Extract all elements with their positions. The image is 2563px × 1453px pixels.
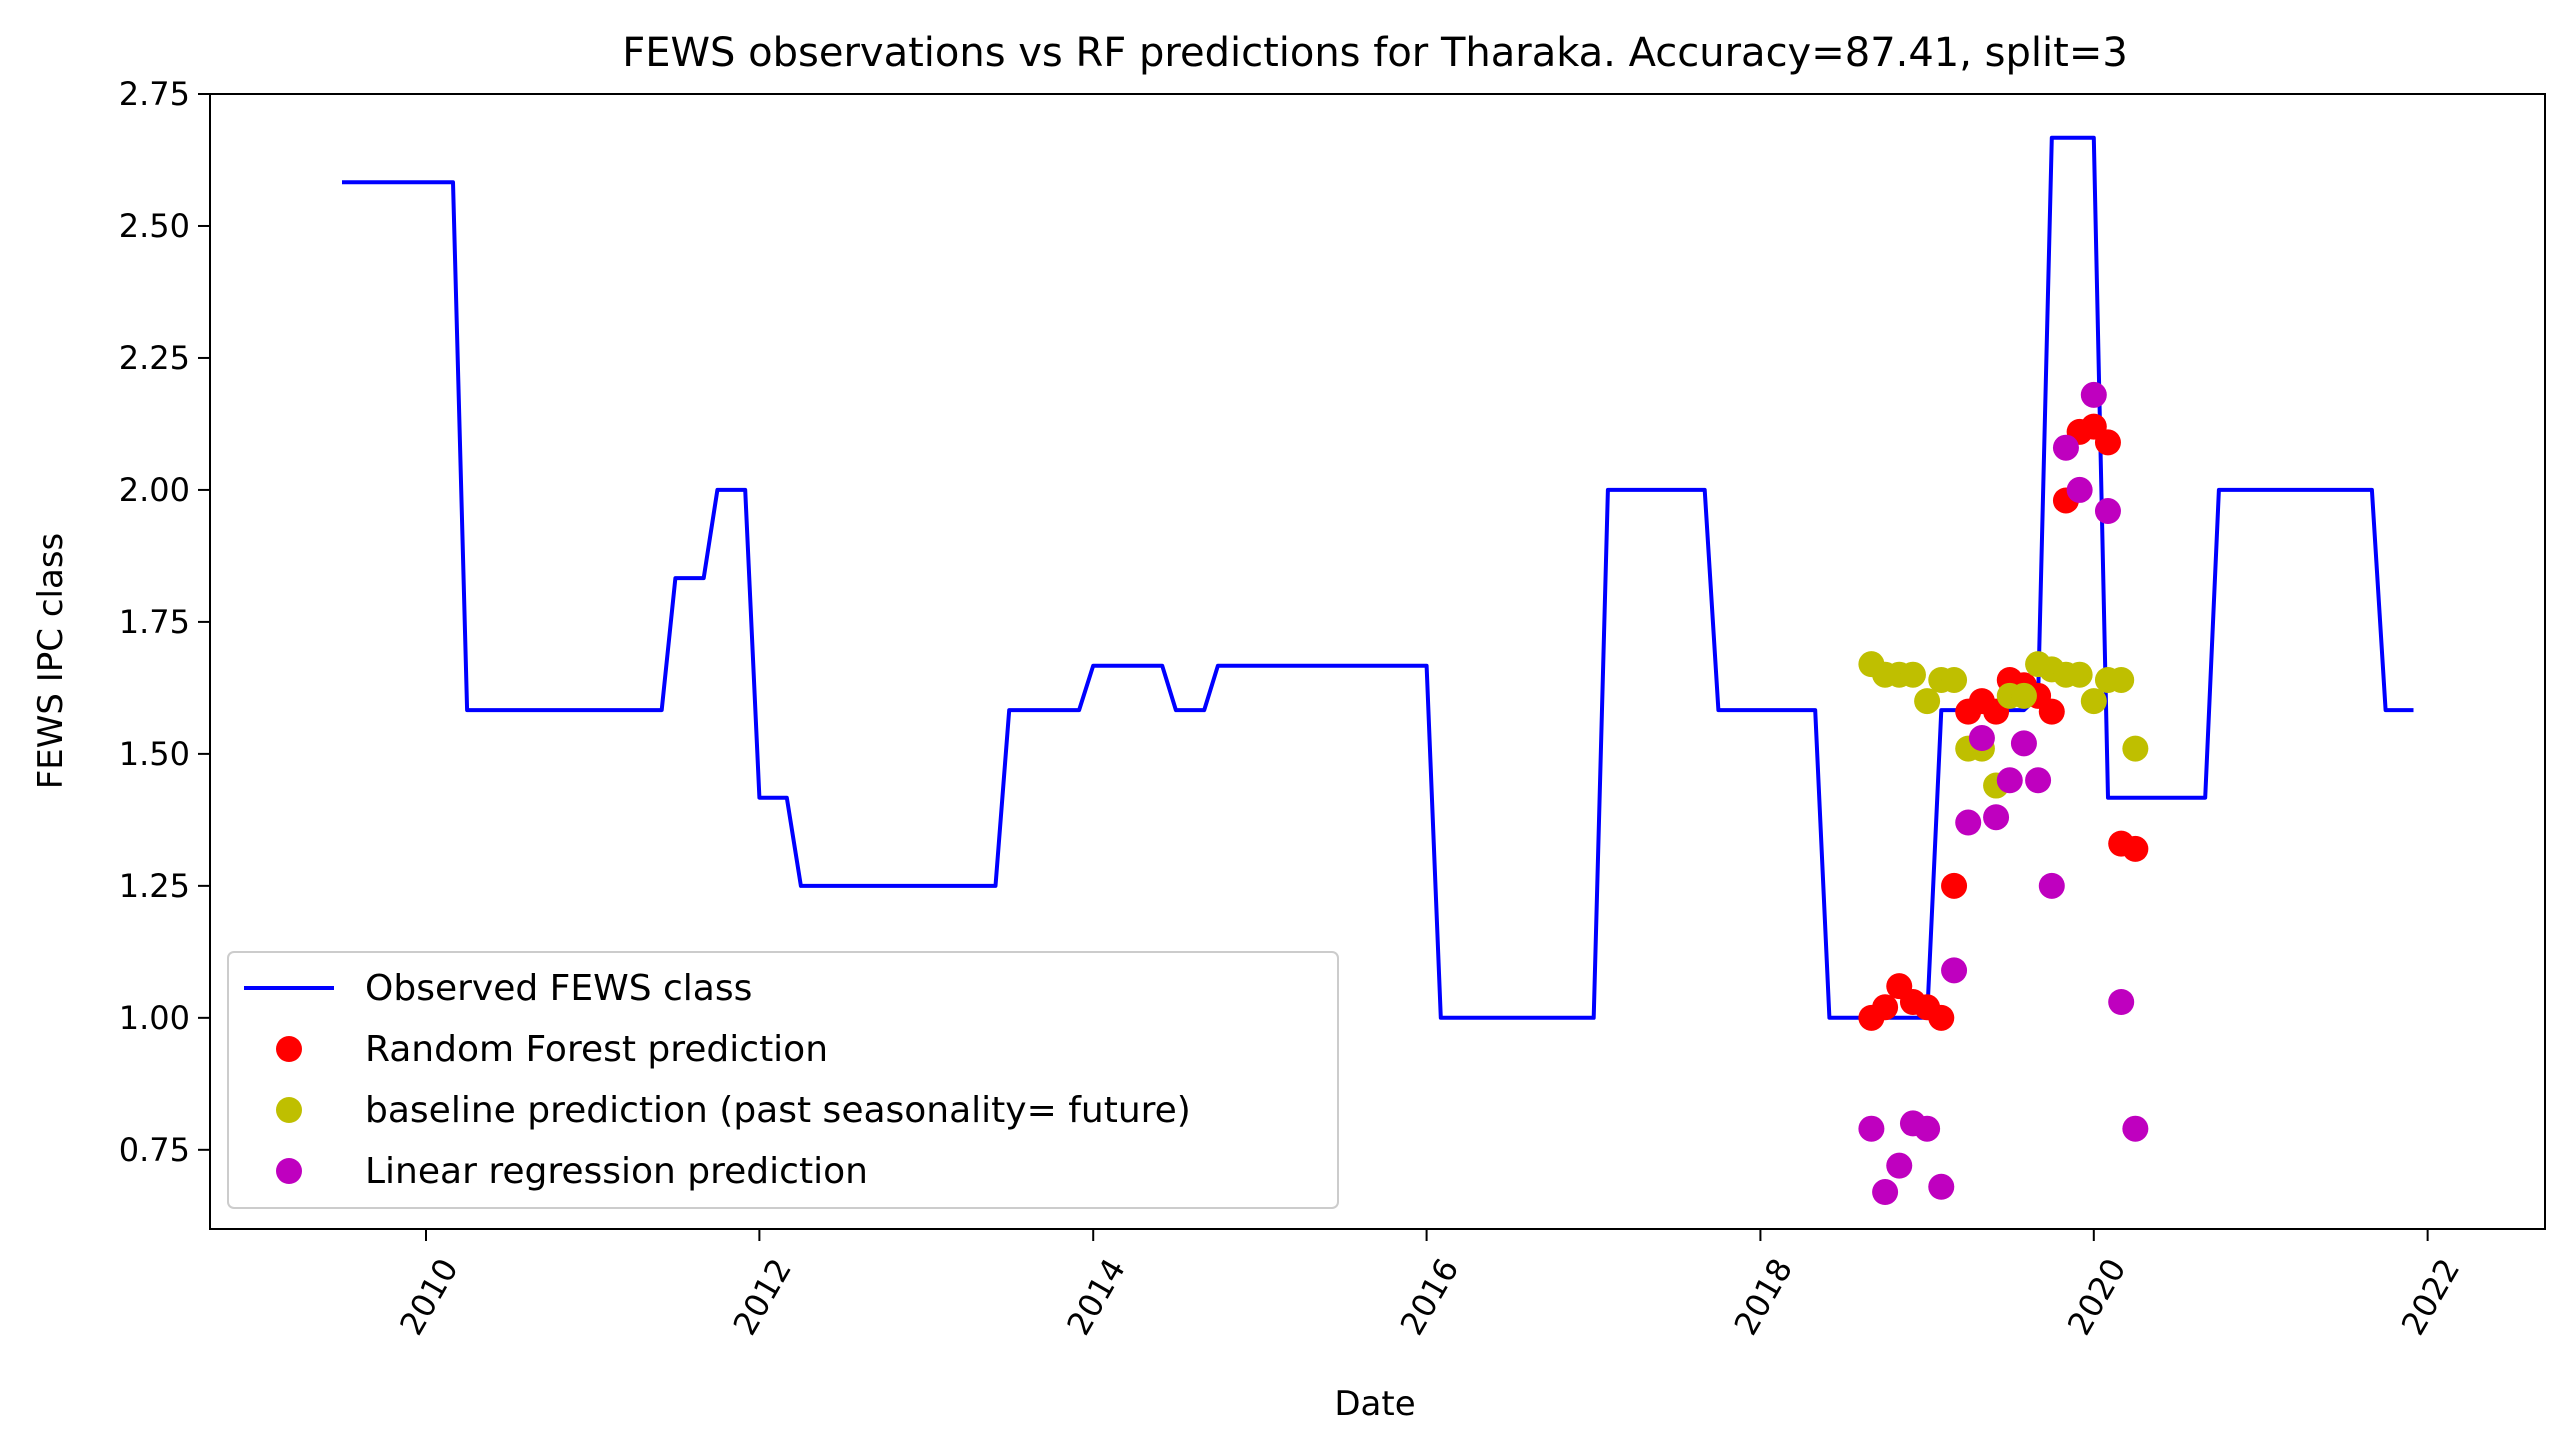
linear-prediction-point (2080, 381, 2107, 408)
baseline-prediction-point (2108, 666, 2135, 693)
linear-prediction-point (2052, 434, 2079, 461)
y-tick-label: 2.00 (119, 471, 190, 509)
baseline-prediction-point (1914, 688, 1941, 715)
plot-area (342, 135, 2414, 1206)
y-axis: 0.75 1.00 1.25 1.50 1.75 2.00 2.25 2.50 2.75 (119, 75, 210, 1169)
random-prediction-point (1872, 994, 1899, 1021)
x-axis-label: Date (1334, 1384, 1415, 1424)
linear-prediction-point (2108, 989, 2135, 1015)
y-tick-label: 1.00 (119, 999, 190, 1037)
y-tick-label: 2.25 (119, 339, 190, 377)
y-tick-label: 1.75 (119, 603, 190, 641)
linear-prediction-point (2025, 767, 2052, 794)
y-tick-label: 2.50 (119, 207, 190, 245)
legend-marker-swatch (276, 1158, 302, 1184)
axes-frame (209, 93, 2546, 1230)
random-prediction-point (1941, 872, 1968, 899)
legend-label: Linear regression prediction (365, 1151, 868, 1192)
linear-prediction-point (2038, 872, 2065, 899)
y-tick-label: 2.75 (119, 75, 190, 113)
linear-prediction-point (1996, 767, 2023, 794)
y-tick-label: 0.75 (119, 1131, 190, 1169)
linear-prediction-point (2122, 1115, 2149, 1142)
baseline-prediction-point (2010, 682, 2037, 709)
linear-prediction-point (1968, 725, 1995, 752)
y-tick-label: 1.50 (119, 735, 190, 773)
legend: Observed FEWS class Random Forest predict… (227, 951, 1339, 1209)
linear-prediction-point (1858, 1115, 1885, 1142)
linear-prediction-point (1872, 1179, 1899, 1206)
chart-title: FEWS observations vs RF predictions for … (622, 30, 2128, 76)
linear-prediction-point (2094, 498, 2121, 525)
linear-prediction-point (2010, 730, 2037, 757)
random-prediction-point (2038, 698, 2065, 725)
legend-box (227, 951, 1339, 1209)
legend-marker-swatch (276, 1097, 302, 1123)
linear-prediction-point (1914, 1115, 1941, 1142)
random-prediction-point (2094, 429, 2121, 456)
baseline-prediction-point (2080, 688, 2107, 715)
linear-prediction-point (1928, 1173, 1955, 1200)
legend-marker-swatch (276, 1036, 302, 1062)
legend-label: Random Forest prediction (365, 1029, 828, 1070)
baseline-prediction-point (2066, 661, 2093, 688)
y-axis-label: FEWS IPC class (31, 533, 71, 790)
baseline-prediction-point (1941, 666, 1968, 693)
random-prediction-point (2122, 835, 2149, 862)
legend-label: baseline prediction (past seasonality= f… (365, 1090, 1191, 1131)
linear-prediction-point (1886, 1152, 1913, 1179)
linear-prediction-point (2066, 476, 2093, 503)
baseline-prediction-point (2122, 735, 2149, 762)
legend-label: Observed FEWS class (365, 968, 752, 1009)
y-tick-label: 1.25 (119, 867, 190, 905)
observed-fews-line (342, 135, 2414, 1020)
linear-prediction-point (1941, 957, 1968, 984)
baseline-prediction-point (1899, 661, 1926, 688)
linear-prediction-point (1955, 809, 1982, 836)
random-prediction-point (1928, 1004, 1955, 1031)
linear-prediction-point (1983, 804, 2010, 831)
